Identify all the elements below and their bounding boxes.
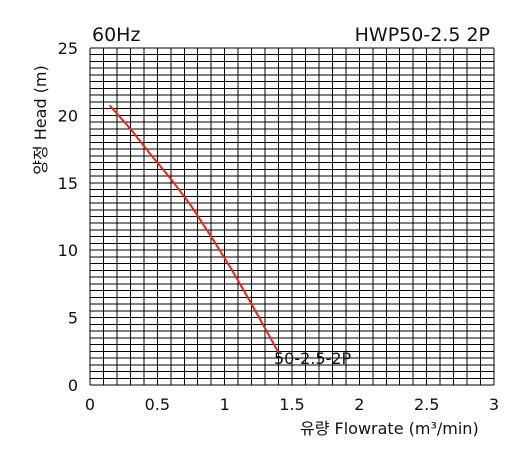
x-axis-label: 유량 Flowrate (m³/min) [300,419,479,438]
y-tick-label: 5 [68,309,78,328]
tick-labels: 0 0.5 1 1.5 2 2.5 3 0 5 10 15 20 25 [58,39,499,414]
x-tick-label: 0 [85,395,95,414]
grid [89,47,495,386]
series-label: 50-2.5-2P [274,349,352,368]
x-tick-label: 0.5 [145,395,170,414]
x-tick-label: 2 [354,395,364,414]
y-axis-label: 양정 Head (m) [31,65,50,175]
y-tick-label: 20 [58,106,78,125]
y-tick-label: 0 [68,376,78,395]
chart-title-frequency: 60Hz [92,24,140,46]
y-tick-label: 25 [58,39,78,58]
series-line [109,105,280,354]
x-tick-label: 3 [489,395,499,414]
chart-title-model: HWP50-2.5 2P [355,24,490,46]
y-tick-label: 15 [58,174,78,193]
x-tick-label: 1 [220,395,230,414]
curve-layer [109,105,280,354]
y-tick-label: 10 [58,241,78,260]
x-tick-label: 1.5 [279,395,304,414]
x-tick-label: 2.5 [414,395,439,414]
